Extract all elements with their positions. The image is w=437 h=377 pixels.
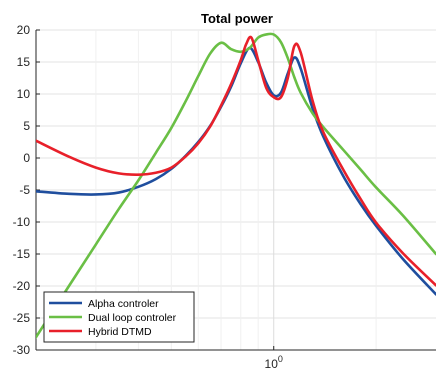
- legend-label: Dual loop controler: [88, 312, 177, 324]
- series-line-hybrid-dtmd: [36, 35, 436, 287]
- y-tick-label: 10: [17, 87, 31, 101]
- y-tick-label: 20: [17, 23, 31, 37]
- y-tick-label: 0: [23, 151, 30, 165]
- legend-label: Alpha controler: [88, 298, 159, 310]
- y-tick-label: -20: [13, 279, 31, 293]
- y-tick-label: -15: [13, 247, 31, 261]
- y-tick-label: -10: [13, 215, 31, 229]
- chart-title: Total power: [201, 11, 273, 26]
- legend-label: Hybrid DTMD: [88, 326, 152, 338]
- y-tick-label: 5: [23, 119, 30, 133]
- y-tick-label: 15: [17, 55, 31, 69]
- y-tick-label: -5: [19, 183, 30, 197]
- y-tick-label: -30: [13, 343, 31, 357]
- y-tick-label: -25: [13, 311, 31, 325]
- legend: Alpha controler Dual loop controler Hybrid…: [43, 291, 195, 343]
- series-layer: [36, 32, 436, 339]
- series-line-alpha-controler: [36, 46, 436, 296]
- tick-label-layer: 20 15 10 5 0 -5 -10 -15 -20 -25 -30 100: [13, 23, 283, 371]
- x-tick-label: 100: [265, 354, 283, 371]
